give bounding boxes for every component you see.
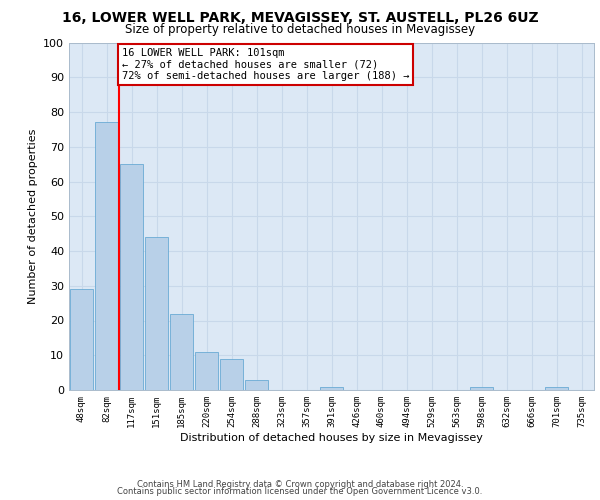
Bar [245,380,268,390]
Bar [470,386,493,390]
Bar [195,352,218,390]
Text: Contains HM Land Registry data © Crown copyright and database right 2024.: Contains HM Land Registry data © Crown c… [137,480,463,489]
Bar [145,237,168,390]
Bar [70,289,93,390]
Bar [170,314,193,390]
Y-axis label: Number of detached properties: Number of detached properties [28,128,38,304]
Bar [120,164,143,390]
X-axis label: Distribution of detached houses by size in Mevagissey: Distribution of detached houses by size … [180,432,483,442]
Text: Size of property relative to detached houses in Mevagissey: Size of property relative to detached ho… [125,22,475,36]
Bar [95,122,118,390]
Bar [545,386,568,390]
Text: Contains public sector information licensed under the Open Government Licence v3: Contains public sector information licen… [118,488,482,496]
Text: 16 LOWER WELL PARK: 101sqm
← 27% of detached houses are smaller (72)
72% of semi: 16 LOWER WELL PARK: 101sqm ← 27% of deta… [121,48,409,81]
Bar [220,358,243,390]
Text: 16, LOWER WELL PARK, MEVAGISSEY, ST. AUSTELL, PL26 6UZ: 16, LOWER WELL PARK, MEVAGISSEY, ST. AUS… [62,11,538,25]
Bar [320,386,343,390]
